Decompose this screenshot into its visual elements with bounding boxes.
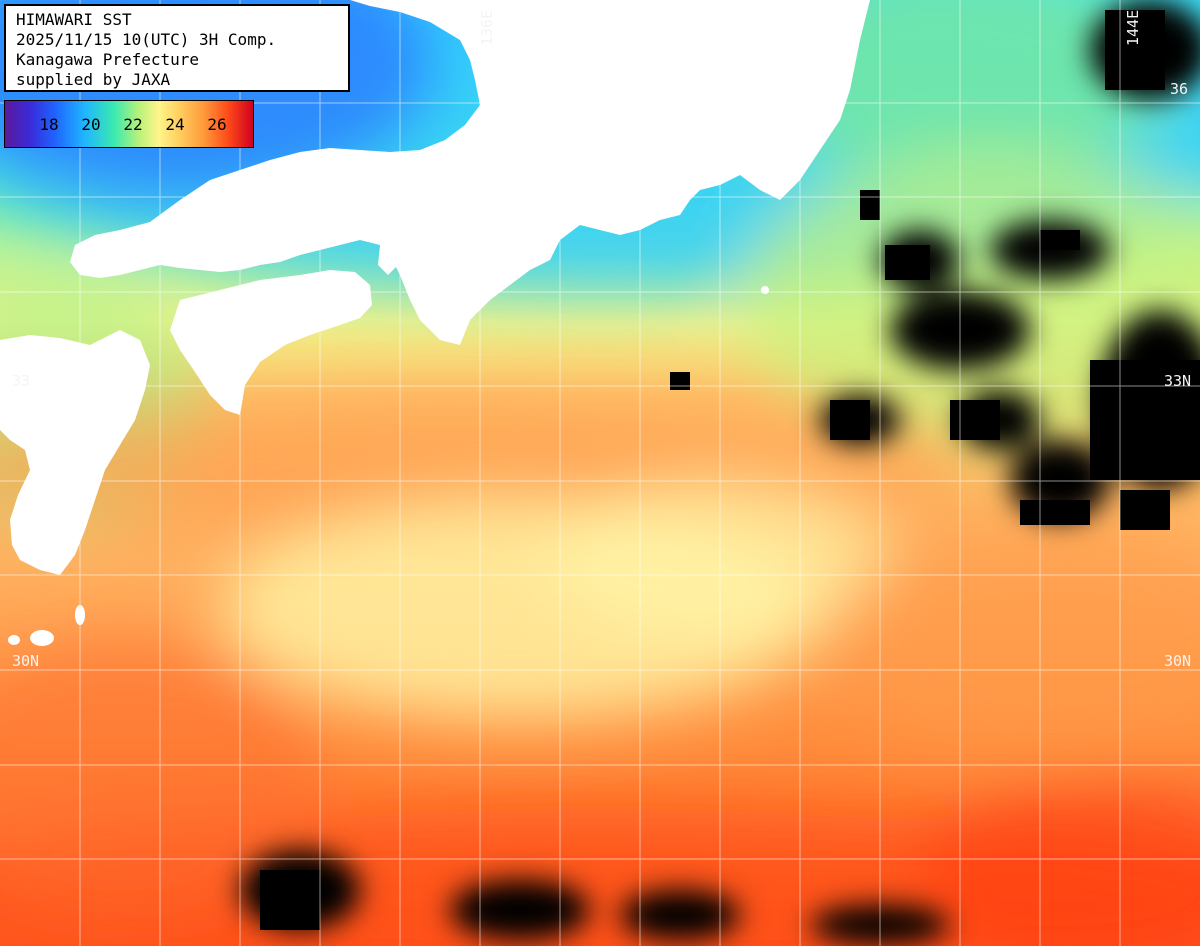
lat-label-33-left: 33 [12,372,31,390]
land-honshu [70,0,870,345]
colorbar-tick-18: 18 [39,115,59,134]
warm-east [830,520,1200,760]
land-island-w [10,408,30,432]
colorbar-tick-22: 22 [123,115,143,134]
land-oshima [761,286,769,294]
colorbar-tick-26: 26 [207,115,227,134]
warm-se [920,780,1200,946]
lat-label-33-right: 33N [1164,372,1192,390]
lon-label-136e: 136E [478,9,496,46]
land-izu [525,200,550,250]
land-yakushima [8,635,20,645]
land [0,0,870,646]
lat-label-30-left: 30N [12,652,40,670]
info-box: HIMAWARI SST 2025/11/15 10(UTC) 3H Comp.… [4,4,350,92]
info-title: HIMAWARI SST [16,10,132,29]
land-tanegashima [30,630,54,646]
land-shikoku [170,270,372,415]
temperature-colorbar: 18 20 22 24 26 [4,100,254,148]
info-prefecture: Kanagawa Prefecture [16,50,200,69]
lat-label-30-right: 30N [1164,652,1192,670]
info-supplier: supplied by JAXA [16,70,171,89]
colorbar-tick-24: 24 [165,115,185,134]
lat-label-36-right: 36 [1170,80,1189,98]
land-awaji [378,245,398,275]
info-datetime: 2025/11/15 10(UTC) 3H Comp. [16,30,277,49]
colorbar-tick-20: 20 [81,115,101,134]
lon-label-144e: 144E [1124,9,1142,46]
land-kyushu [0,330,150,575]
